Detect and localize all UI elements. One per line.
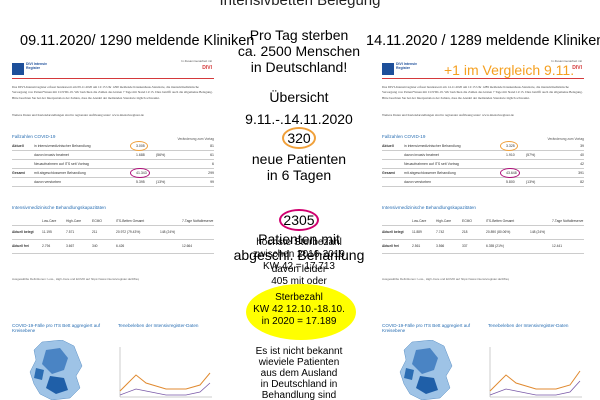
page-title: Intensivbetten Belegung	[219, 0, 381, 9]
divi-register-logo-icon	[12, 63, 24, 75]
summary-line: Patienten mit	[258, 231, 340, 247]
section-capacity: Intensivmedizinische Behandlungskapazitä…	[382, 205, 476, 210]
summary-line: Pro Tag sterben	[249, 27, 349, 43]
summary-line: abgeschl. Behanlung	[233, 247, 365, 263]
table-header-row: Low-Care High-Care ECMO ITS-Betten Gesam…	[12, 217, 214, 226]
germany-district-map	[399, 340, 453, 400]
highlight-layer: Sterbezahl KW 42 12.10.-18.10. in 2020 =…	[222, 0, 376, 400]
table-row: Aktuell frei 2.794 3.667 340 6.426 12.66…	[12, 240, 214, 254]
header-divider	[382, 78, 584, 79]
intro-paragraph: Das DIVI-Intensivregister erfasst bundes…	[12, 85, 213, 100]
summary-line: höchste Sterbezahl	[256, 237, 342, 248]
partner-logo: DIVI	[202, 65, 212, 71]
summary-line: neue Patienten	[251, 151, 347, 167]
left-report: DIVI Intensiv Register In Zusammenarbeit…	[8, 55, 218, 400]
germany-district-map	[29, 340, 83, 400]
table-row: Aktuell belegt 11.195 7.571 211 20.972 (…	[12, 226, 214, 240]
timeline-chart	[489, 347, 582, 398]
section-capacity: Intensivmedizinische Behandlungskapazitä…	[12, 205, 106, 210]
table-row: davon invasiv beatmet 1.688 (56%) 61	[12, 152, 214, 160]
report-header: DIVI Intensiv Register In Zusammenarbeit…	[378, 55, 588, 85]
summary-line: in 6 Tagen	[266, 167, 332, 183]
header-divider	[12, 78, 214, 79]
summary-line: in 2020 = 17.189	[261, 316, 337, 327]
left-heading: 09.11.2020/ 1290 meldende Kliniken	[20, 33, 255, 49]
section-cases: Fallzahlen COVID-19	[12, 134, 56, 139]
table-row: davon invasiv beatmet 1.910 (57%) 40	[382, 152, 584, 160]
section-map: COVID-19-Fälle pro ITS Bett aggregiert a…	[12, 323, 101, 333]
section-cases: Fallzahlen COVID-19	[382, 134, 426, 139]
logo-text: DIVI Intensiv Register	[26, 62, 48, 70]
summary-line: in Deutschland in	[260, 379, 338, 390]
summary-line: davon leider	[271, 264, 327, 275]
clinic-count-note: +1 im Vergleich 9.11.	[444, 62, 575, 78]
table-row: Aktuell in intensivmedizinischer Behandl…	[12, 143, 214, 151]
section-map: COVID-19-Fälle pro ITS Bett aggregiert a…	[382, 323, 471, 333]
table-row: Aktuell frei 2.561 3.566 337 6.355 (21%)…	[382, 240, 584, 254]
summary-line: KW 42 = 17.713	[263, 261, 335, 272]
change-header: Veränderung zum Vortag	[177, 137, 214, 141]
highlight-disc	[246, 284, 356, 340]
capacity-note: Ausgewählte Definitionen: Low-, High-Car…	[12, 277, 139, 281]
capacity-table: Low-Care High-Care ECMO ITS-Betten Gesam…	[382, 217, 584, 254]
table-row: Gesamt mit abgeschlossener Behandlung 41…	[12, 170, 214, 178]
section-timeline: Tenebeleben der Intensivregister-Daten	[118, 323, 199, 328]
closed-treatment-number: 2305	[279, 209, 319, 231]
summary-line: Sterbezahl	[275, 292, 323, 303]
highlight-circle	[500, 141, 518, 151]
capacity-table: Low-Care High-Care ECMO ITS-Betten Gesam…	[12, 217, 214, 254]
capacity-note: Ausgewählte Definitionen: Low-, High-Car…	[382, 277, 509, 281]
timeline-chart	[119, 347, 212, 398]
partner-caption: In Zusammenarbeit mit	[181, 59, 212, 63]
intro-paragraph: Das DIVI-Intensivregister erfasst bundes…	[382, 85, 583, 100]
table-row: Aktuell belegt 11.889 7.742 218 20.890 (…	[382, 226, 584, 240]
highlight-circle	[130, 141, 148, 151]
date-range: 9.11.-.14.11.2020	[245, 111, 353, 127]
partner-caption: In Zusammenarbeit mit	[551, 59, 582, 63]
right-report: DIVI Intensiv Register In Zusammenarbeit…	[378, 55, 588, 400]
summary-line: Es ist nicht bekannt	[255, 346, 343, 357]
overview-title: Übersicht	[269, 89, 329, 105]
table-row: Neuaufnahmen auf ITS seit Vortrag 6	[12, 161, 214, 169]
summary-line: zwischen 2016-2019	[253, 249, 345, 260]
table-header-row: Low-Care High-Care ECMO ITS-Betten Gesam…	[382, 217, 584, 226]
change-header: Veränderung zum Vortag	[547, 137, 584, 141]
right-heading: 14.11.2020 / 1289 meldende Kliniken	[366, 33, 600, 49]
table-row: Gesamt mit abgeschlossener Behandlung 43…	[382, 170, 584, 178]
table-row: Aktuell in intensivmedizinischer Behandl…	[382, 143, 584, 151]
new-patients-number: 320	[282, 127, 316, 149]
logo-text: DIVI Intensiv Register	[396, 62, 418, 70]
table-row: davon verstorben 5.395 (13%) 99	[12, 179, 214, 187]
divi-register-logo-icon	[382, 63, 394, 75]
summary-line: KW 42 12.10.-18.10.	[253, 304, 345, 315]
highlight-circle	[500, 168, 520, 178]
summary-line: 405 mit oder	[271, 276, 327, 287]
table-row: Neuaufnahmen auf ITS seit Vortrag 42	[382, 161, 584, 169]
section-timeline: Tenebeleben der Intensivregister-Daten	[488, 323, 569, 328]
report-header: DIVI Intensiv Register In Zusammenarbeit…	[8, 55, 218, 85]
highlight-circle	[130, 168, 150, 178]
summary-line: in Deutschland!	[250, 59, 348, 75]
link-paragraph: Weitere Daten und Kartendarstellungen si…	[382, 113, 514, 117]
table-row: davon verstorben 5.800 (13%) 82	[382, 179, 584, 187]
summary-line: wieviele Patienten	[258, 357, 340, 368]
partner-logo: DIVI	[572, 65, 582, 71]
summary-line: Behandlung sind	[261, 390, 337, 400]
summary-line: aus dem Ausland	[260, 368, 338, 379]
link-paragraph: Weitere Daten und Kartendarstellungen si…	[12, 113, 144, 117]
summary-line: ca. 2500 Menschen	[237, 43, 361, 59]
